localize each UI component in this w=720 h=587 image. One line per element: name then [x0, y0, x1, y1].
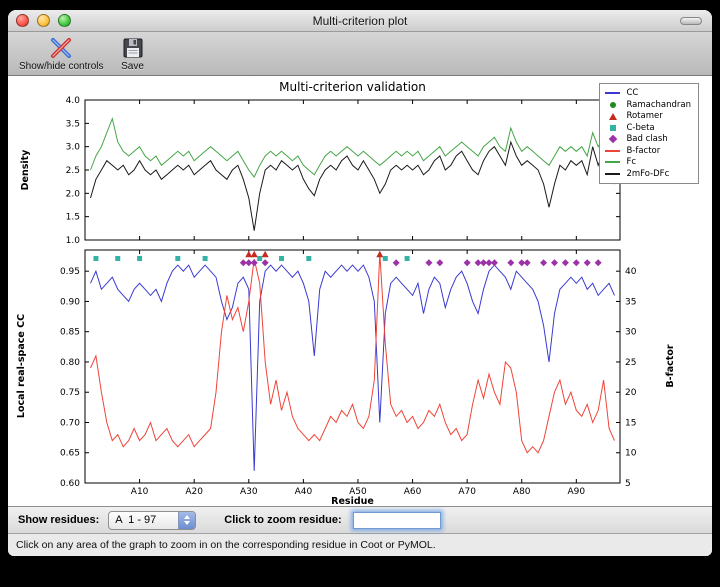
svg-text:A10: A10 [131, 487, 149, 497]
show-residues-label: Show residues: [18, 514, 100, 526]
svg-text:0.75: 0.75 [60, 388, 80, 398]
svg-text:2.5: 2.5 [66, 166, 80, 176]
svg-text:0.80: 0.80 [60, 358, 80, 368]
status-bar: Click on any area of the graph to zoom i… [8, 533, 712, 556]
bad-clash-swatch-icon [608, 135, 618, 144]
svg-text:20: 20 [625, 388, 637, 398]
svg-text:0.95: 0.95 [60, 267, 80, 277]
residue-range-select[interactable]: A 1 - 97 [108, 510, 197, 530]
svg-text:15: 15 [625, 418, 636, 428]
svg-text:Residue: Residue [331, 496, 374, 506]
legend-label: B-factor [626, 145, 661, 156]
b-factor-swatch-icon [605, 149, 621, 152]
show-hide-controls-button[interactable]: Show/hide controls [12, 34, 111, 73]
traffic-lights [16, 14, 71, 27]
svg-text:0.65: 0.65 [60, 449, 80, 459]
svg-text:3.0: 3.0 [66, 143, 81, 153]
legend-item: Rotamer [604, 111, 691, 122]
svg-text:Local real-space CC: Local real-space CC [16, 314, 27, 418]
svg-text:A70: A70 [458, 487, 476, 497]
tool-label: Save [121, 61, 144, 72]
svg-text:1.0: 1.0 [66, 236, 81, 246]
legend-item: CC [604, 88, 691, 99]
svg-text:4.0: 4.0 [66, 96, 81, 106]
cc-panel: 0.60 0.65 0.70 0.75 0.80 0.85 0.90 0.95 5 10 15 20 2… [16, 249, 676, 506]
zoom-residue-input[interactable] [352, 511, 441, 529]
svg-text:1.5: 1.5 [66, 213, 80, 223]
app-window: Multi-criterion plot Show/hide controls [8, 10, 712, 556]
status-text: Click on any area of the graph to zoom i… [16, 539, 436, 551]
arrow-down-icon [184, 521, 191, 525]
svg-text:3.5: 3.5 [66, 119, 80, 129]
save-icon [120, 35, 146, 61]
close-button[interactable] [16, 14, 29, 27]
stepper-icon [178, 511, 196, 529]
legend-item: Fc [604, 157, 691, 168]
ramachandran-swatch-icon [609, 101, 616, 108]
svg-text:35: 35 [625, 297, 636, 307]
svg-text:Density: Density [20, 149, 31, 191]
legend-item: Bad clash [604, 134, 691, 145]
legend-item: Ramachandran [604, 100, 691, 111]
density-panel: 1.0 1.5 2.0 2.5 3.0 3.5 4.0 Multi-criterion val… [20, 80, 621, 246]
zoom-residue-label: Click to zoom residue: [224, 514, 342, 526]
svg-text:0.85: 0.85 [60, 328, 80, 338]
svg-text:B-factor: B-factor [665, 344, 676, 387]
legend-label: 2mFo-DFc [626, 168, 670, 179]
legend-label: Ramachandran [626, 99, 691, 110]
titlebar[interactable]: Multi-criterion plot [8, 10, 712, 32]
window-title: Multi-criterion plot [312, 13, 408, 28]
residue-range-value: A 1 - 97 [115, 513, 157, 526]
legend-label: C-beta [626, 122, 655, 133]
svg-text:25: 25 [625, 358, 636, 368]
svg-text:A40: A40 [295, 487, 313, 497]
rotamer-swatch-icon [608, 112, 617, 120]
2mfo-dfc-swatch-icon [605, 172, 621, 175]
svg-text:10: 10 [625, 449, 637, 459]
zoom-window-button[interactable] [58, 14, 71, 27]
toolbar: Show/hide controls Save [8, 32, 712, 76]
cc-swatch-icon [605, 92, 621, 95]
tools-icon [48, 35, 74, 61]
legend-label: CC [626, 88, 639, 99]
svg-text:A90: A90 [568, 487, 586, 497]
svg-text:40: 40 [625, 267, 637, 277]
minimize-button[interactable] [37, 14, 50, 27]
legend-item: B-factor [604, 146, 691, 157]
svg-text:A20: A20 [185, 487, 203, 497]
svg-text:A60: A60 [404, 487, 422, 497]
svg-text:A30: A30 [240, 487, 258, 497]
svg-text:2.0: 2.0 [66, 189, 81, 199]
c-beta-swatch-icon [609, 124, 616, 131]
svg-text:30: 30 [625, 328, 637, 338]
save-button[interactable]: Save [113, 34, 153, 73]
svg-text:0.70: 0.70 [60, 418, 80, 428]
toolbar-toggle-button[interactable] [680, 17, 702, 25]
legend-label: Rotamer [626, 111, 663, 122]
legend-item: C-beta [604, 123, 691, 134]
controls-bar: Show residues: A 1 - 97 Click to zoom re… [8, 506, 712, 533]
svg-text:0.60: 0.60 [60, 479, 80, 489]
svg-text:5: 5 [625, 479, 631, 489]
svg-text:0.90: 0.90 [60, 297, 80, 307]
svg-text:A80: A80 [513, 487, 531, 497]
legend-label: Fc [626, 157, 636, 168]
svg-text:A50: A50 [349, 487, 367, 497]
legend-item: 2mFo-DFc [604, 169, 691, 180]
tool-label: Show/hide controls [19, 61, 104, 72]
legend-label: Bad clash [626, 134, 668, 145]
svg-text:Multi-criterion validation: Multi-criterion validation [279, 80, 426, 94]
plot-area[interactable]: 1.0 1.5 2.0 2.5 3.0 3.5 4.0 Multi-criterion val… [8, 76, 712, 506]
fc-swatch-icon [605, 161, 621, 164]
legend: CC Ramachandran Rotamer C-beta Bad clash B-fa… [599, 83, 699, 184]
arrow-up-icon [184, 515, 191, 519]
